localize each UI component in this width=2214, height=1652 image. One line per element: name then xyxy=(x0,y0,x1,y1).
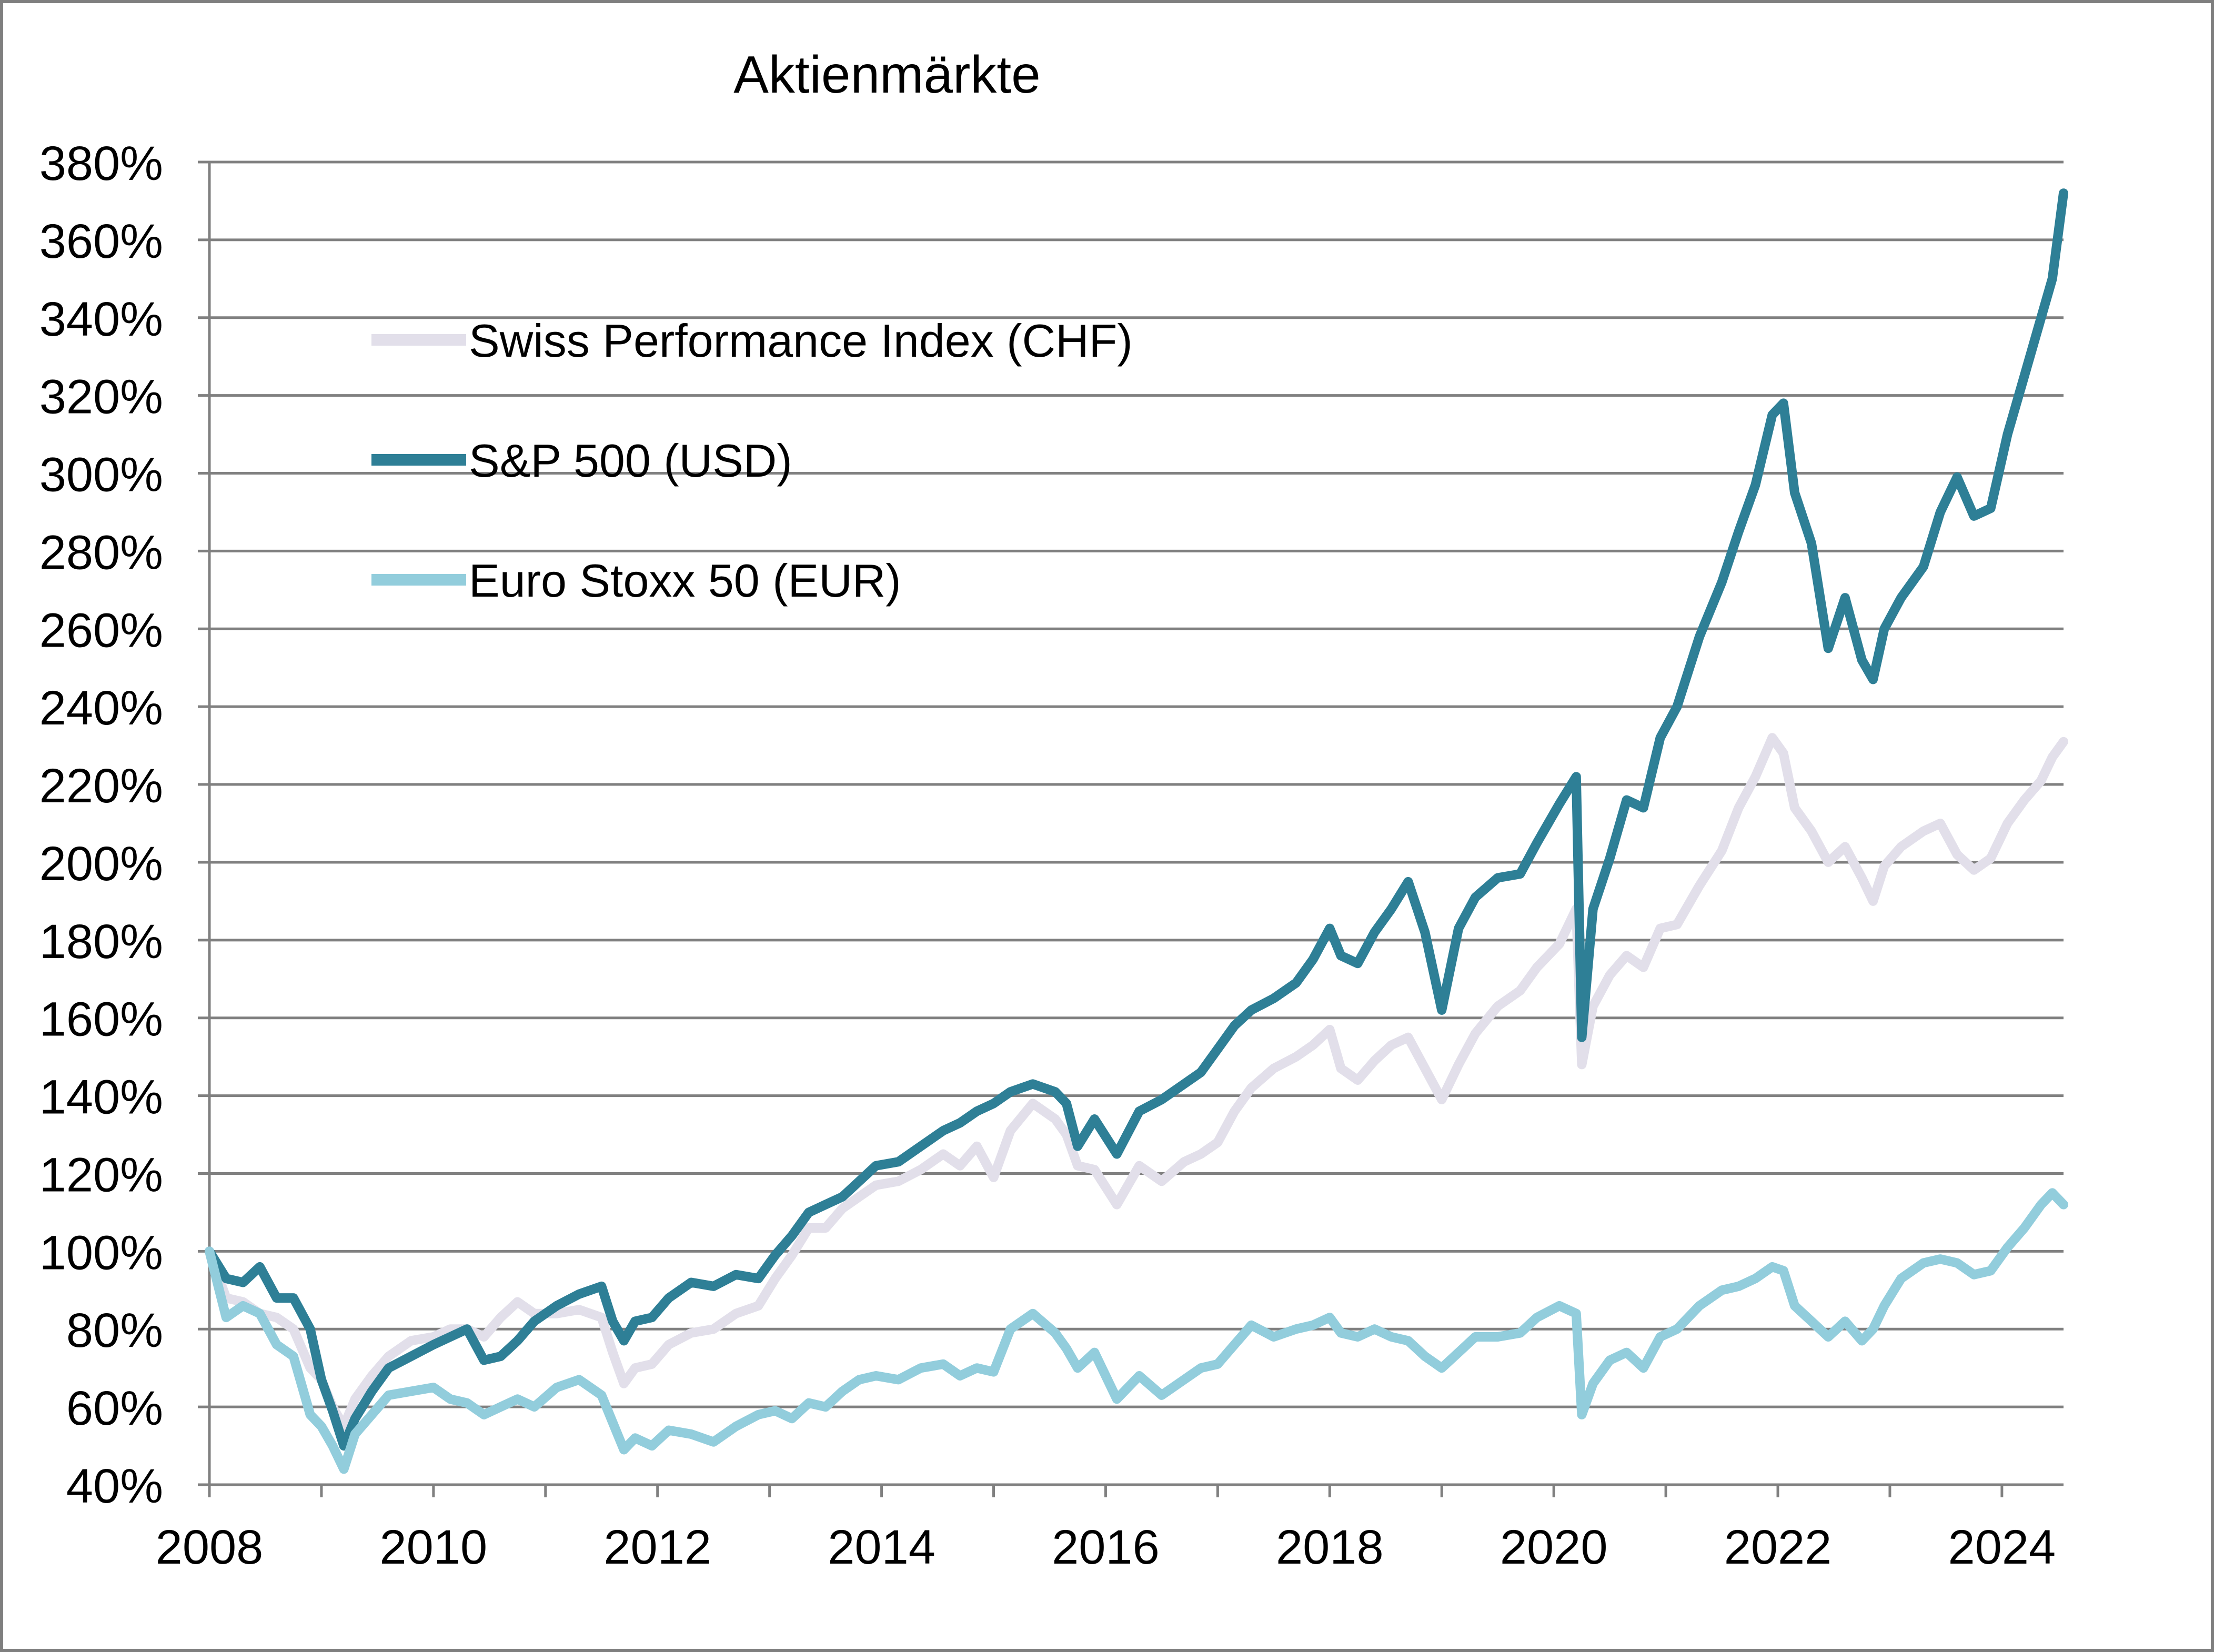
chart-title: Aktienmärkte xyxy=(733,45,1041,104)
y-tick-label-200: 200% xyxy=(39,837,163,891)
legend-label-2: Euro Stoxx 50 (EUR) xyxy=(469,555,901,607)
y-tick-label-220: 220% xyxy=(39,759,163,813)
series-line-2 xyxy=(205,1188,2068,1474)
x-tick-label-2012: 2012 xyxy=(603,1520,711,1574)
x-tick-label-2018: 2018 xyxy=(1276,1520,1384,1574)
y-tick-label-180: 180% xyxy=(39,915,163,969)
y-tick-label-140: 140% xyxy=(39,1071,163,1124)
y-tick-label-80: 80% xyxy=(66,1304,163,1357)
y-tick-label-100: 100% xyxy=(39,1226,163,1280)
y-tick-label-60: 60% xyxy=(66,1382,163,1435)
y-tick-label-40: 40% xyxy=(66,1459,163,1513)
y-tick-label-320: 320% xyxy=(39,370,163,424)
y-axis-tick-labels: 40% 60% 80% 100% 120% 140% 160% 180% 200% 220% 240… xyxy=(39,137,163,1513)
y-tick-label-260: 260% xyxy=(39,603,163,657)
series-line-0 xyxy=(205,733,2068,1432)
x-tick-label-2020: 2020 xyxy=(1500,1520,1608,1574)
y-tick-label-240: 240% xyxy=(39,681,163,735)
y-tick-label-120: 120% xyxy=(39,1148,163,1202)
y-tick-label-340: 340% xyxy=(39,293,163,346)
legend-label-1: S&P 500 (USD) xyxy=(469,435,792,487)
y-tick-label-160: 160% xyxy=(39,993,163,1046)
x-tick-label-2024: 2024 xyxy=(1948,1520,2056,1574)
x-tick-label-2016: 2016 xyxy=(1052,1520,1160,1574)
x-tick-label-2010: 2010 xyxy=(380,1520,488,1574)
series-lines xyxy=(205,188,2068,1474)
x-tick-label-2022: 2022 xyxy=(1724,1520,1832,1574)
x-axis: 2008 2010 2012 2014 2016 2018 2020 2022 2024 xyxy=(156,1483,2064,1574)
gridlines xyxy=(198,160,2064,1486)
y-tick-label-280: 280% xyxy=(39,526,163,579)
line-chart: Aktienmärkte 40% 60% 80% 100% 120% 140% 160% 18… xyxy=(39,45,2068,1574)
x-tick-label-2014: 2014 xyxy=(828,1520,935,1574)
legend: Swiss Performance Index (CHF) S&P 500 (US… xyxy=(371,315,1133,607)
x-tick-label-2008: 2008 xyxy=(156,1520,264,1574)
legend-label-0: Swiss Performance Index (CHF) xyxy=(469,315,1133,367)
series-line-1 xyxy=(205,188,2068,1451)
y-tick-label-300: 300% xyxy=(39,448,163,502)
y-tick-label-380: 380% xyxy=(39,137,163,190)
y-tick-label-360: 360% xyxy=(39,215,163,268)
